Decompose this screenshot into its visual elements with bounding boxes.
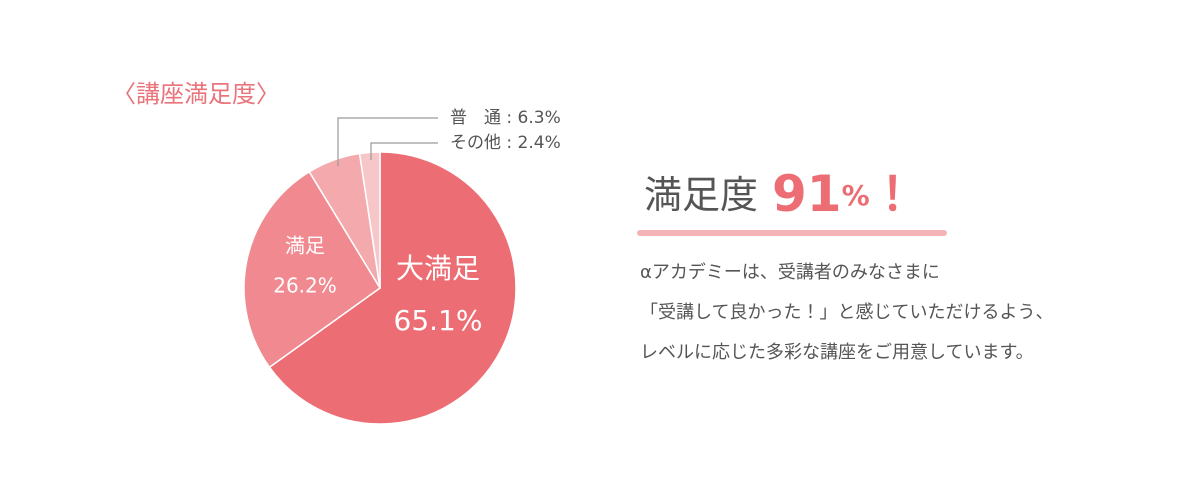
leader-line xyxy=(337,117,438,166)
pie-slice xyxy=(358,151,381,289)
description-line: 「受講して良かった！」と感じていただけるよう、 xyxy=(640,302,1053,323)
summary-unit: % xyxy=(842,179,870,212)
category-label: その他 xyxy=(450,133,501,153)
outside-label: 普 通 : 6.3% xyxy=(450,108,561,128)
leader-line xyxy=(370,142,438,160)
outside-label: その他 : 2.4% xyxy=(450,133,561,153)
heading: 満足度 xyxy=(644,173,758,217)
summary-exclamation: ！ xyxy=(870,167,916,221)
value-label: 2.4% xyxy=(518,133,561,153)
summary-heading: 満足度 91%！ xyxy=(644,165,916,223)
slice-value-label: 65.1% xyxy=(394,304,483,337)
description-line: レベルに応じた多彩な講座をご用意しています。 xyxy=(640,342,1034,363)
slice-label: 満足 xyxy=(285,234,325,258)
pie-slice xyxy=(243,170,382,369)
chart-title: 〈講座満足度〉 xyxy=(112,80,280,108)
slice-value-label: 26.2% xyxy=(273,274,337,298)
slice-label: 大満足 xyxy=(396,252,480,285)
value-label: 6.3% xyxy=(518,108,561,128)
category-label: 普 通 xyxy=(450,108,501,128)
separator: : xyxy=(506,133,512,153)
summary-value: 91 xyxy=(772,165,842,223)
separator: : xyxy=(506,108,512,128)
underline xyxy=(637,230,947,236)
pie xyxy=(243,151,517,425)
description-line: αアカデミーは、受講者のみなさまに xyxy=(640,262,940,283)
pie-slice xyxy=(268,151,517,425)
